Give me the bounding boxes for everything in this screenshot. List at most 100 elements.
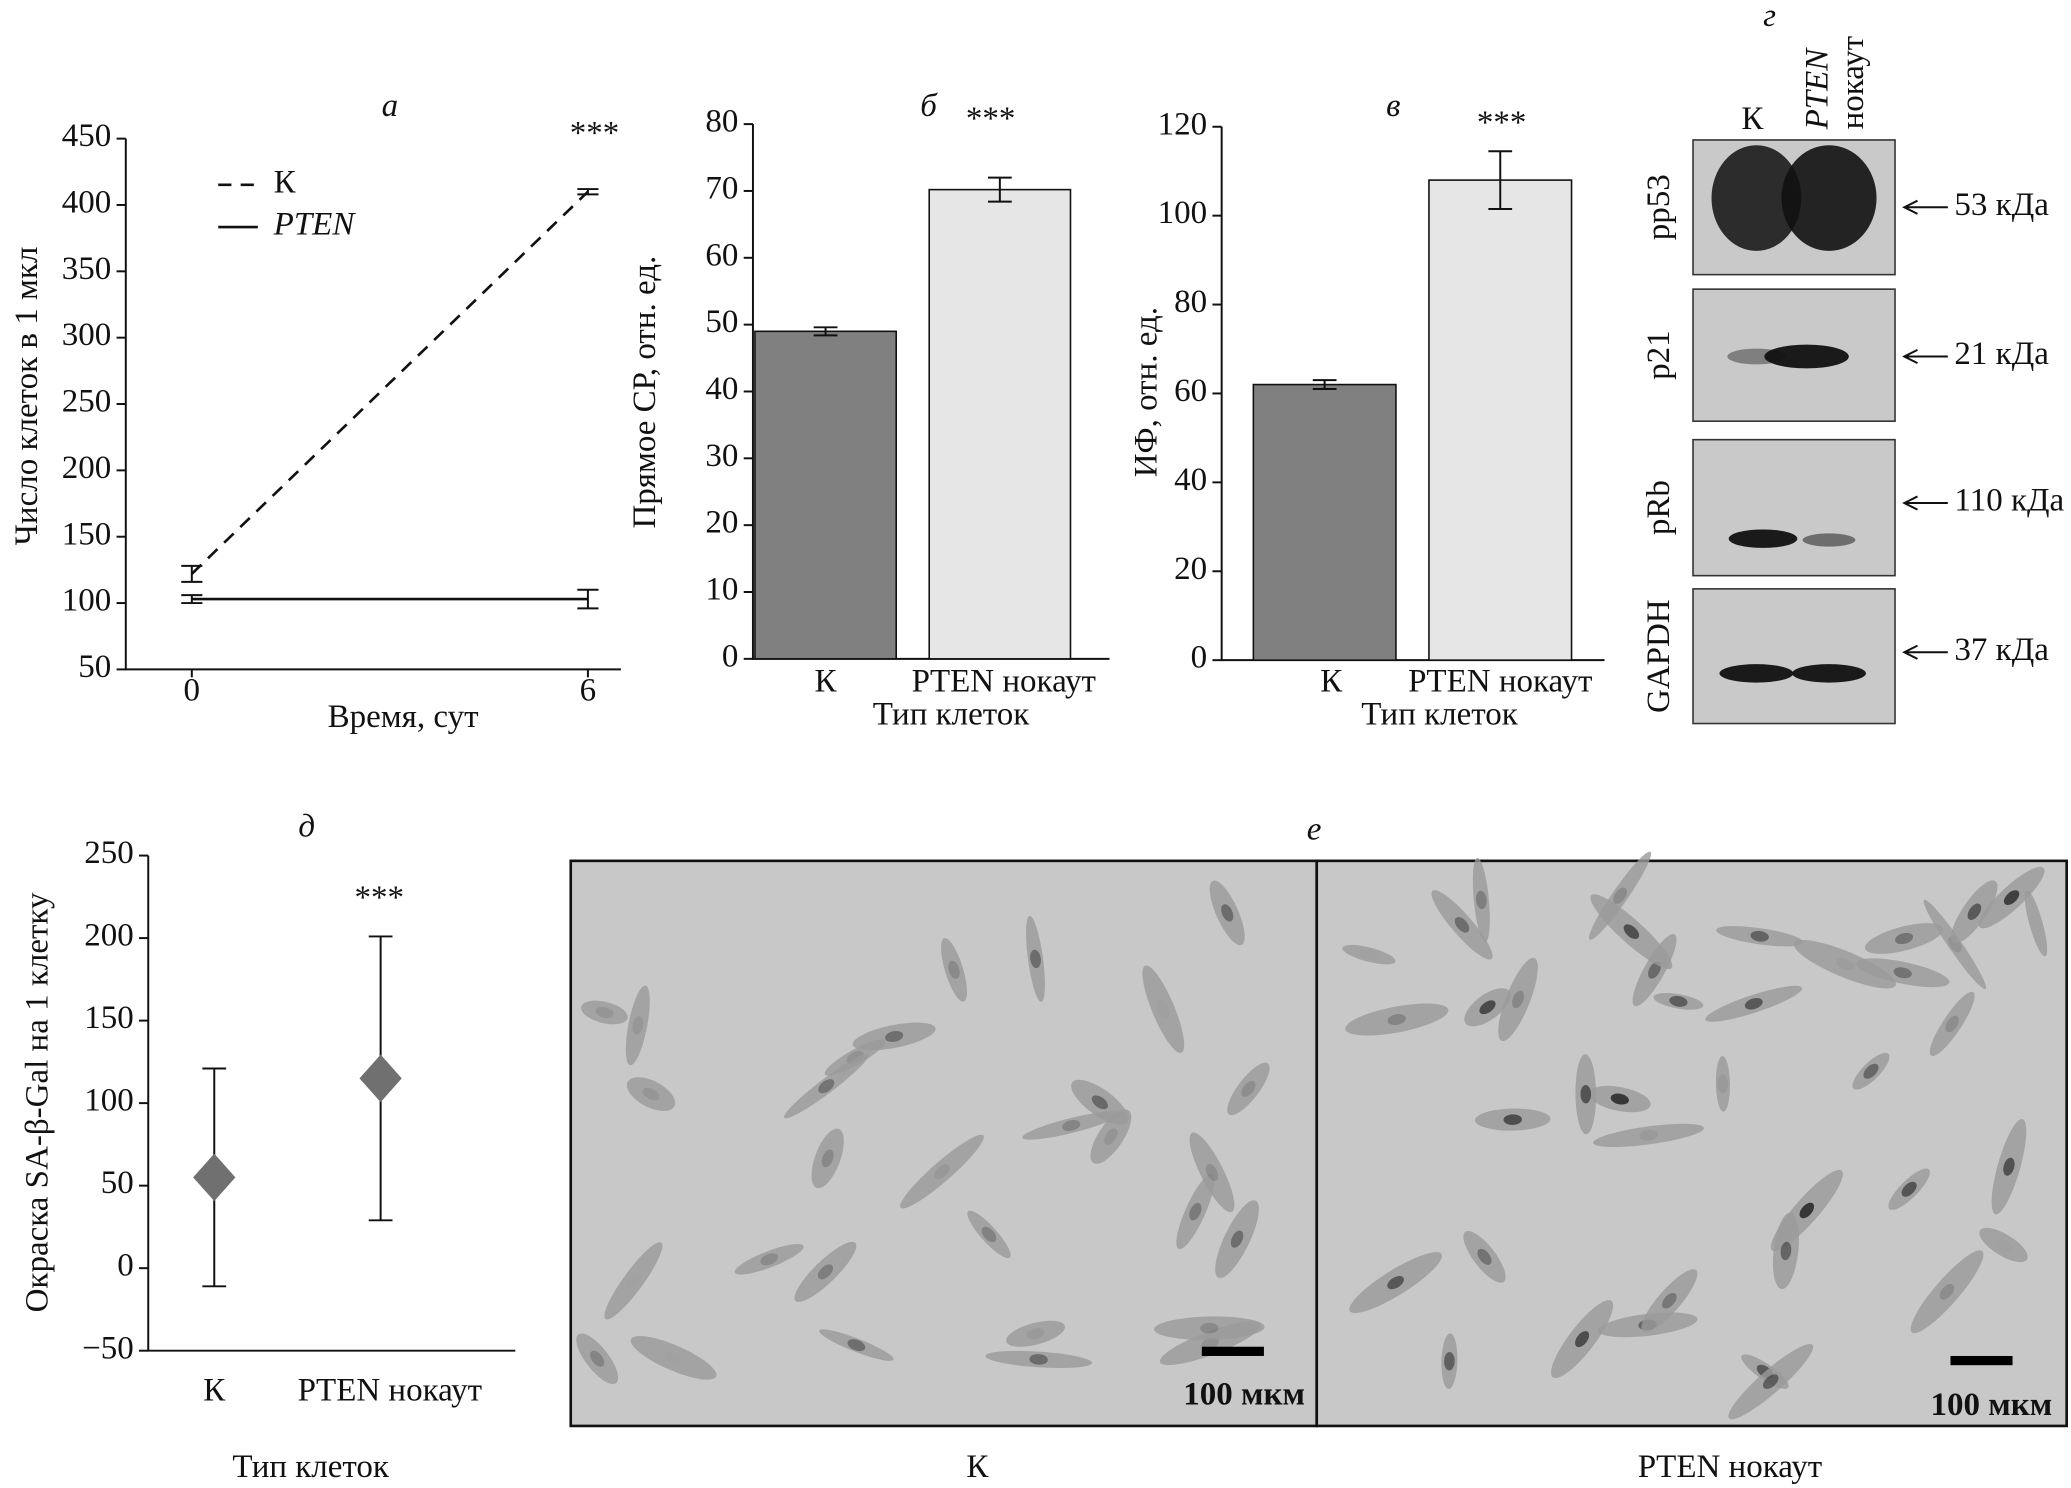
- point: [193, 1153, 236, 1202]
- cell-nucleus: [1967, 903, 1982, 920]
- cell: [1716, 926, 1804, 947]
- scale-bar: [1201, 1346, 1264, 1356]
- cell: [1142, 965, 1185, 1053]
- y-tick-label: 0: [117, 1248, 134, 1284]
- cell: [626, 1077, 676, 1111]
- cell-nucleus: [1895, 932, 1914, 945]
- cell-nucleus: [1201, 1337, 1220, 1350]
- cell-nucleus: [1750, 930, 1769, 942]
- cell: [1641, 1269, 1698, 1333]
- cell-nucleus: [1189, 1202, 1202, 1221]
- caption: К: [966, 1449, 989, 1485]
- cell-nucleus: [2003, 1157, 2015, 1176]
- y-tick-label: 40: [705, 371, 738, 407]
- y-tick-label: 50: [101, 1165, 134, 1201]
- y-tick-label: 200: [62, 450, 112, 486]
- y-tick-label: 0: [722, 638, 738, 674]
- panel-title: д: [298, 809, 315, 845]
- cell: [1864, 923, 1944, 954]
- blot-band: [1781, 145, 1877, 251]
- cell-nucleus: [595, 1006, 614, 1019]
- cell: [604, 1242, 663, 1320]
- cell: [581, 1000, 628, 1025]
- cell-nucleus: [1580, 1084, 1592, 1104]
- x-axis-label: Время, сут: [328, 699, 479, 735]
- cell-nucleus: [1104, 1128, 1118, 1145]
- cell: [625, 985, 650, 1066]
- size-label: 53 кДа: [1954, 187, 2049, 223]
- cell-nucleus: [642, 1087, 660, 1101]
- lane-label: PTEN: [1799, 47, 1835, 131]
- cell: [1498, 957, 1538, 1042]
- y-tick-label: 10: [705, 572, 738, 608]
- error-bar: [813, 326, 838, 337]
- cell: [1793, 939, 1896, 989]
- micrograph: [1315, 859, 2068, 1428]
- cell-nucleus: [1479, 1000, 1496, 1015]
- cell: [783, 1053, 869, 1119]
- y-axis-label: ИФ, отн. ед.: [1129, 307, 1165, 477]
- y-tick-label: 50: [705, 304, 738, 340]
- x-tick-label: PTEN нокаут: [912, 664, 1096, 700]
- cell-nucleus: [1799, 1202, 1815, 1219]
- cell-nucleus: [1030, 949, 1041, 969]
- cell: [576, 1333, 619, 1384]
- y-tick-label: 250: [84, 835, 134, 871]
- y-tick-label: 80: [705, 104, 738, 140]
- cell: [1342, 944, 1396, 965]
- x-axis-label: Тип клеток: [232, 1449, 390, 1485]
- cell: [1071, 1079, 1129, 1125]
- y-tick-label: 200: [84, 918, 134, 954]
- y-tick-label: 150: [84, 1000, 134, 1036]
- cell-nucleus: [1230, 1230, 1244, 1248]
- blot-band: [1728, 529, 1798, 548]
- cell-nucleus: [1454, 917, 1470, 933]
- blot-panel: [1692, 438, 1896, 577]
- cell-nucleus: [1836, 958, 1854, 971]
- size-label: 110 кДа: [1954, 483, 2064, 519]
- lane-label: нокаут: [1835, 36, 1871, 130]
- cell-nucleus: [1623, 924, 1640, 939]
- legend-label: К: [274, 164, 297, 200]
- cell: [1979, 1227, 2028, 1263]
- size-label: 37 кДа: [1954, 632, 2049, 668]
- cell: [1209, 880, 1245, 946]
- x-tick-label: 6: [580, 673, 597, 709]
- bar: [1252, 383, 1397, 661]
- y-tick-label: −50: [82, 1330, 134, 1366]
- cell-nucleus: [1205, 1163, 1219, 1181]
- cell: [1589, 851, 1652, 940]
- cell-nucleus: [632, 1016, 644, 1035]
- cell-nucleus: [1780, 1241, 1792, 1261]
- cell: [1026, 915, 1045, 1002]
- cell: [900, 1134, 984, 1209]
- y-tick-label: 300: [62, 317, 112, 353]
- axes: [124, 138, 621, 671]
- y-tick-label: 0: [1191, 640, 1207, 676]
- cell-nucleus: [1476, 890, 1487, 910]
- cell: [1852, 1052, 1890, 1090]
- cell: [967, 1210, 1011, 1259]
- cell-nucleus: [1444, 1351, 1455, 1371]
- cell-nucleus: [1387, 1014, 1406, 1025]
- cell-nucleus: [2003, 890, 2020, 905]
- blot-panel: [1692, 588, 1896, 725]
- caption: PTEN нокаут: [1638, 1449, 1822, 1485]
- panel-title: б: [920, 88, 938, 124]
- axes: [147, 855, 516, 1352]
- point: [359, 1054, 402, 1103]
- y-tick-label: 40: [1174, 462, 1207, 498]
- cell-nucleus: [1669, 995, 1688, 1007]
- y-tick-label: 100: [84, 1083, 134, 1119]
- cell-nucleus: [590, 1350, 605, 1367]
- blot-band: [1764, 344, 1849, 369]
- cell-nucleus: [948, 960, 960, 979]
- legend-label: PTEN: [273, 207, 357, 243]
- cell-nucleus: [1613, 887, 1627, 904]
- line-series: [190, 190, 589, 575]
- y-tick-label: 20: [1174, 551, 1207, 587]
- row-label: p21: [1641, 330, 1677, 380]
- x-axis-label: Тип клеток: [873, 697, 1031, 733]
- blot-band: [1719, 664, 1794, 683]
- cell: [819, 1329, 894, 1361]
